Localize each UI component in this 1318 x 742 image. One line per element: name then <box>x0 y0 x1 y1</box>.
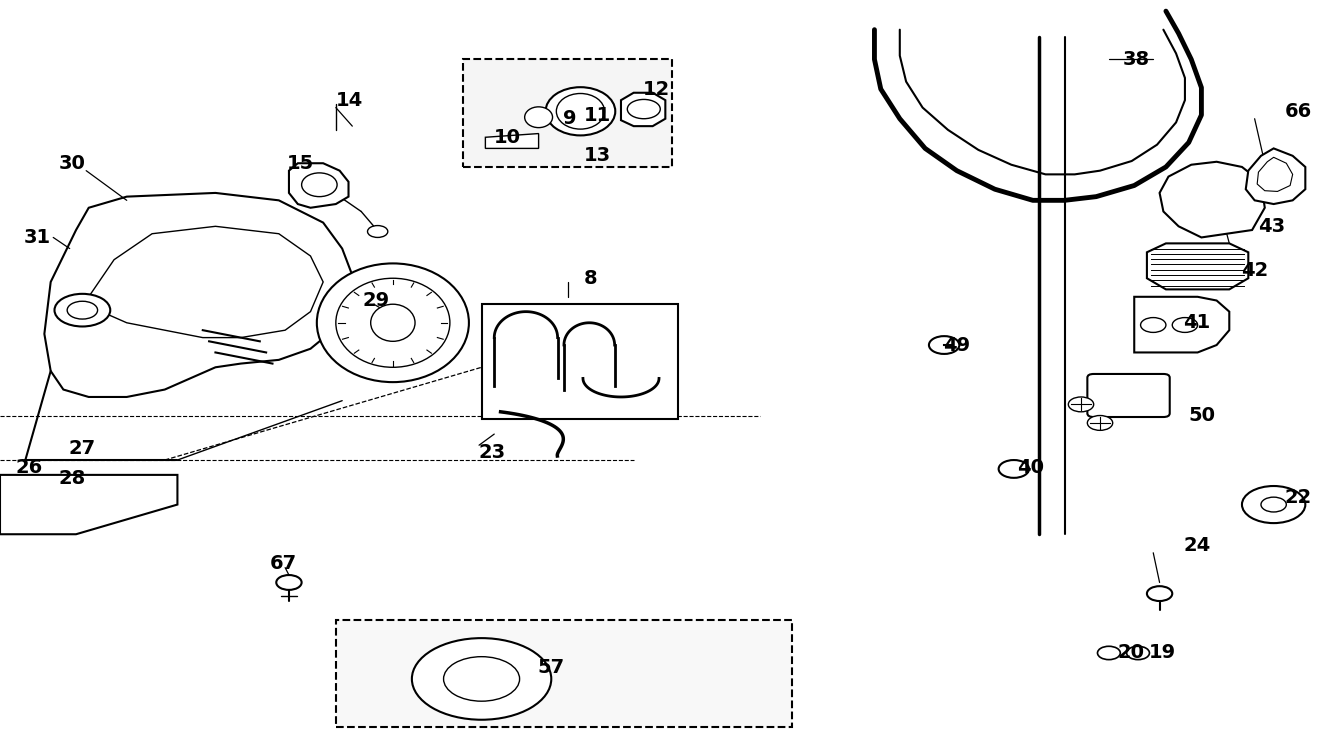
Circle shape <box>1172 318 1198 332</box>
Text: 8: 8 <box>584 269 597 288</box>
Text: 28: 28 <box>59 469 86 488</box>
Circle shape <box>1140 318 1166 332</box>
Text: 10: 10 <box>494 128 521 147</box>
Text: 20: 20 <box>1118 643 1144 663</box>
Text: 13: 13 <box>584 146 610 165</box>
Circle shape <box>1147 586 1172 601</box>
Text: 26: 26 <box>16 458 42 477</box>
Text: 9: 9 <box>563 109 576 128</box>
Text: 49: 49 <box>944 335 970 355</box>
Ellipse shape <box>525 107 552 128</box>
PathPatch shape <box>1246 148 1305 204</box>
Circle shape <box>1069 397 1094 412</box>
Circle shape <box>999 460 1029 478</box>
PathPatch shape <box>45 193 355 397</box>
Text: 57: 57 <box>538 658 564 677</box>
Text: 66: 66 <box>1285 102 1311 121</box>
Circle shape <box>1098 646 1120 660</box>
Text: 67: 67 <box>270 554 297 574</box>
Circle shape <box>929 336 960 354</box>
FancyBboxPatch shape <box>463 59 672 167</box>
PathPatch shape <box>621 93 666 126</box>
PathPatch shape <box>1160 162 1265 237</box>
Text: 31: 31 <box>24 228 50 247</box>
PathPatch shape <box>1135 297 1230 352</box>
Ellipse shape <box>546 88 616 136</box>
Circle shape <box>1087 416 1112 430</box>
Text: 11: 11 <box>584 105 610 125</box>
PathPatch shape <box>289 163 348 208</box>
Text: 19: 19 <box>1149 643 1176 663</box>
Text: 23: 23 <box>478 443 505 462</box>
Text: 30: 30 <box>59 154 86 173</box>
Text: 27: 27 <box>69 439 95 459</box>
Text: 42: 42 <box>1242 261 1268 280</box>
Circle shape <box>277 575 302 590</box>
Text: 38: 38 <box>1123 50 1149 69</box>
Ellipse shape <box>370 304 415 341</box>
Circle shape <box>1127 646 1149 660</box>
Circle shape <box>54 294 111 326</box>
FancyBboxPatch shape <box>1087 374 1170 417</box>
PathPatch shape <box>0 475 178 534</box>
Text: 24: 24 <box>1184 536 1210 555</box>
FancyBboxPatch shape <box>481 304 677 419</box>
Text: 29: 29 <box>362 291 389 310</box>
Circle shape <box>411 638 551 720</box>
Circle shape <box>1242 486 1305 523</box>
Circle shape <box>368 226 387 237</box>
Ellipse shape <box>316 263 469 382</box>
Text: 22: 22 <box>1285 487 1311 507</box>
Text: 50: 50 <box>1189 406 1215 425</box>
PathPatch shape <box>1147 243 1248 289</box>
Text: 41: 41 <box>1184 313 1210 332</box>
Text: 14: 14 <box>336 91 362 110</box>
FancyBboxPatch shape <box>336 620 792 727</box>
Text: 12: 12 <box>643 79 670 99</box>
Text: 15: 15 <box>287 154 314 173</box>
Text: 43: 43 <box>1259 217 1285 236</box>
Circle shape <box>67 301 98 319</box>
Text: 40: 40 <box>1017 458 1044 477</box>
PathPatch shape <box>485 134 539 148</box>
